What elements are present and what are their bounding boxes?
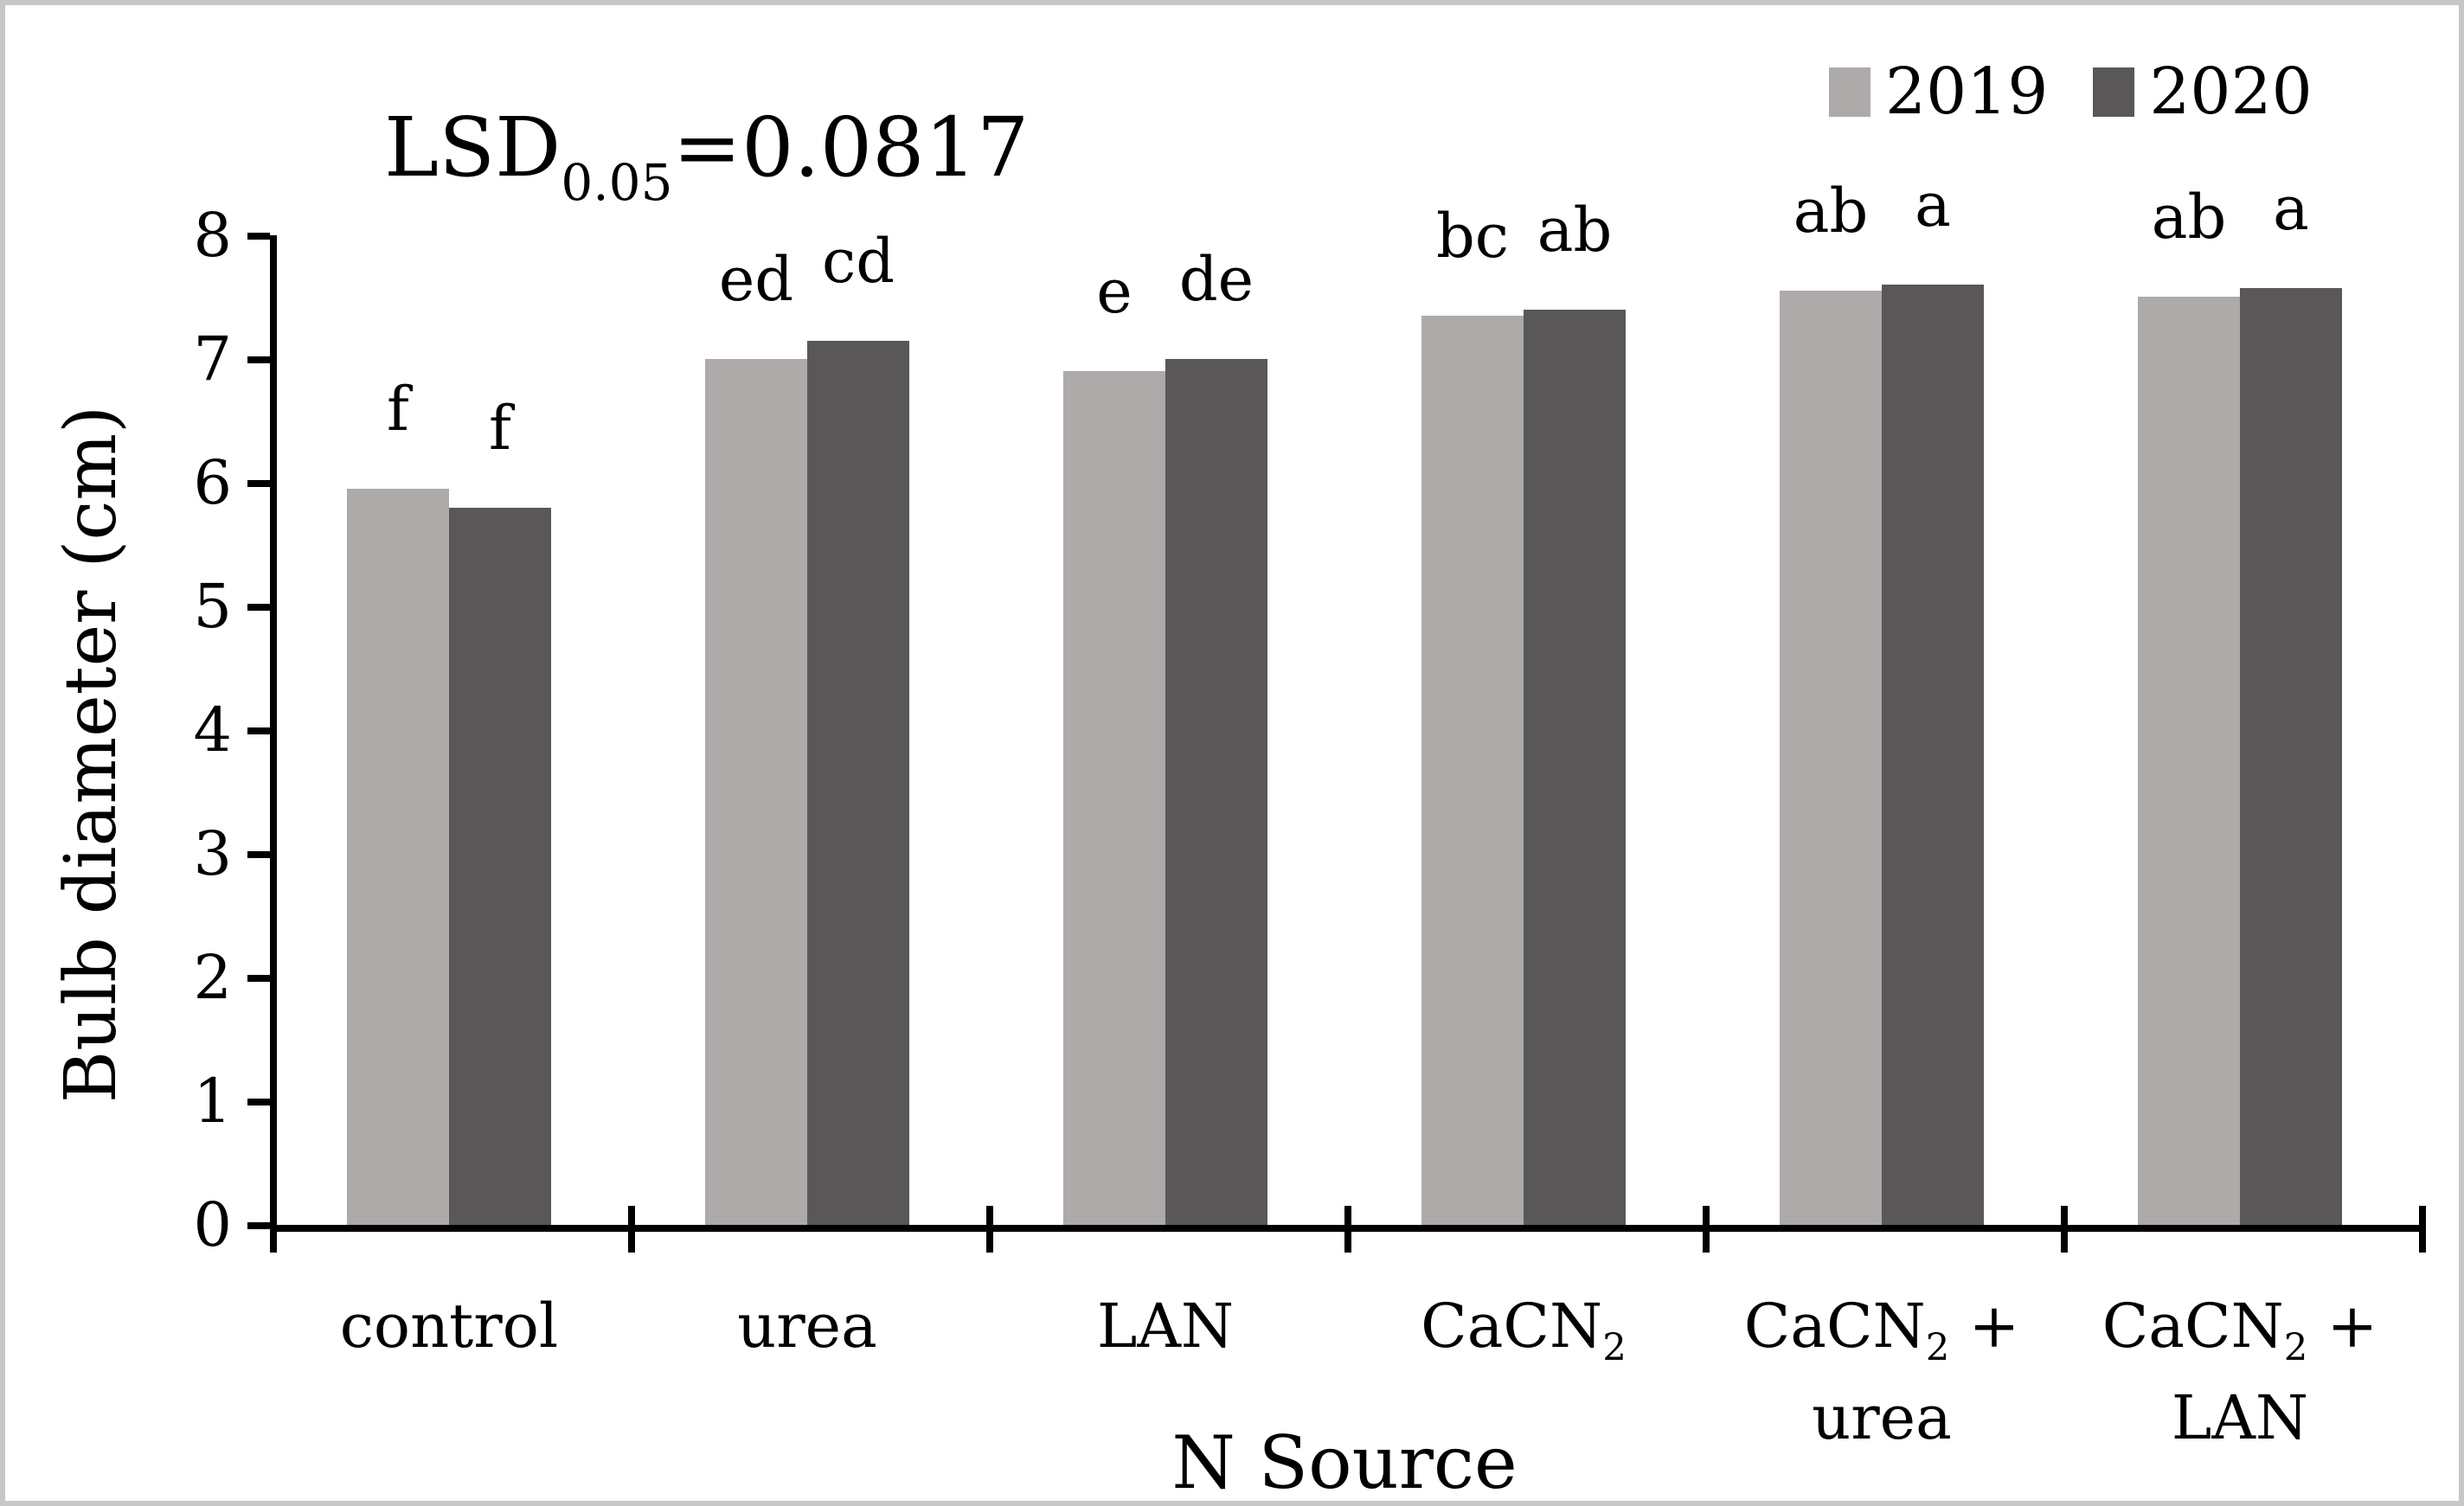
significance-letter: f [489, 393, 511, 464]
bar-2020-control [449, 508, 551, 1225]
subscript-2: 2 [1602, 1326, 1627, 1369]
significance-letter: ab [1793, 176, 1869, 247]
significance-letter: ed [718, 244, 794, 315]
bar-2020-urea [807, 341, 909, 1225]
y-tick [247, 604, 270, 611]
x-tick [986, 1206, 993, 1253]
y-axis-line [270, 235, 277, 1253]
significance-letter: ab [2151, 182, 2227, 253]
y-tick-label: 0 [193, 1189, 232, 1260]
lsd-prefix: LSD [384, 100, 561, 195]
y-tick [247, 356, 270, 363]
legend-item-2020: 2020 [2093, 54, 2313, 129]
category-label: CaCN2 + LAN [2101, 1291, 2378, 1453]
y-tick [247, 1099, 270, 1105]
bar-2020-CaCN₂ [1524, 310, 1626, 1225]
significance-letter: de [1178, 244, 1254, 315]
bar-2019-CaCN₂ + urea [1780, 291, 1882, 1225]
bar-2020-LAN [1165, 359, 1267, 1225]
legend-label: 2019 [1885, 54, 2049, 129]
category-label: CaCN2 + urea [1743, 1291, 2020, 1453]
significance-letter: e [1096, 256, 1133, 327]
x-tick [2419, 1206, 2426, 1253]
bar-2019-urea [705, 359, 807, 1225]
x-tick [2061, 1206, 2068, 1253]
y-tick-label: 7 [193, 324, 232, 394]
bar-2019-control [347, 489, 449, 1225]
y-tick [247, 480, 270, 487]
bar-2020-CaCN₂ + LAN [2240, 288, 2342, 1225]
legend-swatch-2020 [2093, 67, 2135, 117]
x-tick [270, 1206, 277, 1253]
significance-letter: f [387, 374, 409, 445]
y-tick-label: 3 [193, 818, 232, 889]
y-tick [247, 851, 270, 858]
y-tick-label: 2 [193, 942, 232, 1013]
y-tick-label: 6 [193, 447, 232, 518]
subscript-2: 2 [2283, 1326, 2308, 1369]
significance-letter: ab [1537, 195, 1613, 266]
legend-item-2019: 2019 [1829, 55, 2048, 128]
y-tick-label: 8 [193, 200, 232, 271]
subscript-2: 2 [1925, 1326, 1950, 1369]
y-tick [247, 233, 270, 240]
lsd-subscript: 0.05 [561, 153, 673, 212]
y-tick [247, 1222, 270, 1229]
x-axis-title: N Source [1171, 1420, 1518, 1505]
legend-swatch-2019 [1829, 67, 1870, 117]
category-label: control [339, 1291, 559, 1362]
category-label: LAN [1096, 1291, 1235, 1362]
significance-letter: cd [821, 226, 895, 297]
category-label: urea [737, 1291, 877, 1362]
legend-label: 2020 [2149, 54, 2313, 129]
y-tick-label: 4 [193, 695, 232, 766]
significance-letter: a [1915, 170, 1951, 240]
y-tick-label: 1 [193, 1066, 232, 1137]
x-tick [1344, 1206, 1351, 1253]
bar-2019-CaCN₂ [1421, 316, 1524, 1225]
bar-2020-CaCN₂ + urea [1882, 285, 1984, 1225]
y-tick [247, 727, 270, 734]
lsd-annotation: LSD0.05=0.0817 [384, 99, 1030, 233]
lsd-value: =0.0817 [672, 100, 1030, 195]
x-tick [1703, 1206, 1710, 1253]
category-label: CaCN2 [1421, 1291, 1627, 1369]
x-tick [628, 1206, 635, 1253]
legend: 2019 2020 [1829, 55, 2313, 128]
significance-letter: a [2273, 173, 2309, 244]
bar-2019-CaCN₂ + LAN [2138, 297, 2240, 1225]
significance-letter: bc [1435, 201, 1510, 272]
bar-2019-LAN [1063, 371, 1165, 1225]
y-tick [247, 975, 270, 982]
y-tick-label: 5 [193, 571, 232, 642]
